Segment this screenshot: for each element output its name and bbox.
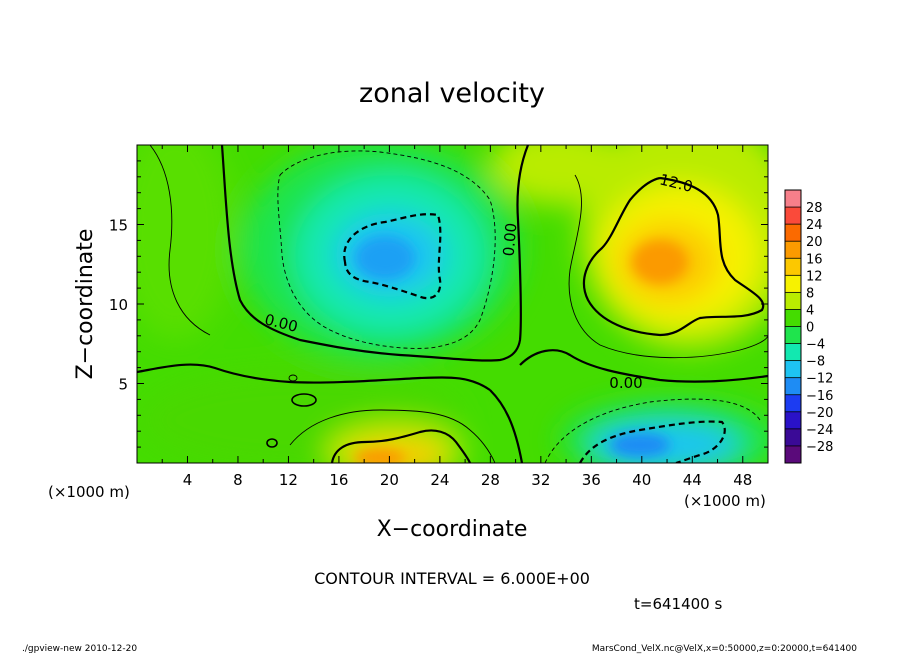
colorbar-swatch	[785, 275, 801, 293]
field-blob	[137, 145, 235, 340]
colorbar-label: 28	[806, 201, 823, 216]
colorbar-label: −4	[806, 338, 825, 353]
x-tick-label: 32	[531, 471, 550, 489]
contour-label: 0.00	[609, 374, 642, 392]
field-blob	[490, 145, 630, 205]
contour-loop	[288, 374, 298, 382]
x-tick-label: 44	[683, 471, 702, 489]
contour-minus12	[579, 420, 726, 463]
colorbar-swatch	[785, 258, 801, 276]
colorbar-label: 4	[806, 303, 814, 318]
x-tick-label: 4	[183, 471, 193, 489]
colorbar-swatch	[785, 428, 801, 447]
time-text: t=641400 s	[634, 595, 722, 613]
colorbar-label: 8	[806, 286, 814, 301]
y-tick-label: 15	[109, 217, 128, 235]
contour-12	[330, 429, 472, 463]
colorbar-label: 12	[806, 269, 823, 284]
colorbar-swatch	[785, 326, 801, 345]
contour-zero	[519, 349, 768, 383]
colorbar-swatch	[785, 309, 801, 327]
x-tick-label: 20	[380, 471, 399, 489]
footer-left: ./gpview-new 2010-12-20	[22, 644, 137, 654]
x-tick-label: 36	[582, 471, 601, 489]
colorbar-swatch	[785, 207, 801, 225]
x-tick-label: 8	[233, 471, 243, 489]
colorbar-label: −8	[806, 355, 825, 370]
y-tick-label: 10	[109, 296, 128, 314]
colorbar-swatch	[785, 360, 801, 379]
y-tick-label: 5	[118, 376, 128, 394]
colorbar-swatch	[785, 241, 801, 259]
colorbar-swatch	[785, 292, 801, 310]
colorbar-label: 24	[806, 218, 823, 233]
colorbar-swatch	[785, 377, 801, 396]
contour-interval-text: CONTOUR INTERVAL = 6.000E+00	[314, 569, 590, 588]
colorbar-swatch	[785, 343, 801, 362]
chart-title: zonal velocity	[359, 78, 545, 109]
colorbar-swatch	[785, 224, 801, 242]
contour-minus12	[343, 213, 442, 300]
contour-zero	[489, 389, 524, 463]
contour-zero	[220, 145, 530, 362]
x-tick-label: 40	[632, 471, 651, 489]
contour-6	[149, 145, 211, 336]
colorbar-label: −20	[806, 406, 833, 421]
y-axis: 5 10 15	[109, 160, 768, 448]
contour-minus6	[544, 398, 761, 463]
x-tick-label: 28	[481, 471, 500, 489]
field-core	[355, 236, 415, 280]
field-core	[632, 240, 688, 284]
contour-12	[582, 176, 765, 337]
x-axis: 4 8 12 16 20 24 28 32 36 40 44 48	[161, 145, 752, 489]
colorbar-label: −12	[806, 372, 833, 387]
colorbar-label: 20	[806, 235, 823, 250]
colorbar: 28 24 20 16 12 8 4 0 −4 −8 −12 −16 −20 −24 −28	[784, 189, 833, 464]
x-unit-left: (×1000 m)	[48, 483, 130, 501]
field-core	[355, 449, 405, 463]
y-axis-label: Z−coordinate	[73, 229, 98, 380]
x-tick-label: 24	[430, 471, 449, 489]
contour-label: 0.00	[500, 222, 521, 257]
contour-loop	[266, 438, 278, 448]
colorbar-label: 0	[806, 321, 814, 336]
colorbar-label: −24	[806, 423, 833, 438]
velocity-field	[137, 145, 768, 463]
x-unit-right: (×1000 m)	[684, 492, 766, 510]
x-tick-label: 12	[279, 471, 298, 489]
x-tick-label: 16	[329, 471, 348, 489]
contour-zero	[137, 363, 491, 391]
contour-minus6	[277, 150, 496, 349]
colorbar-label: −16	[806, 389, 833, 404]
contour-loop	[291, 393, 317, 407]
colorbar-swatch	[785, 411, 801, 430]
contour-6	[289, 409, 496, 463]
colorbar-label: −28	[806, 440, 833, 455]
colorbar-swatch	[785, 190, 801, 208]
footer-right: MarsCond_VelX.nc@VelX,x=0:50000,z=0:2000…	[592, 644, 857, 654]
field-core	[610, 433, 670, 457]
contour-6	[568, 174, 768, 359]
colorbar-label: 16	[806, 252, 823, 267]
x-tick-label: 48	[733, 471, 752, 489]
x-axis-label: X−coordinate	[377, 517, 528, 542]
colorbar-swatch	[785, 445, 801, 464]
colorbar-swatch	[785, 394, 801, 413]
